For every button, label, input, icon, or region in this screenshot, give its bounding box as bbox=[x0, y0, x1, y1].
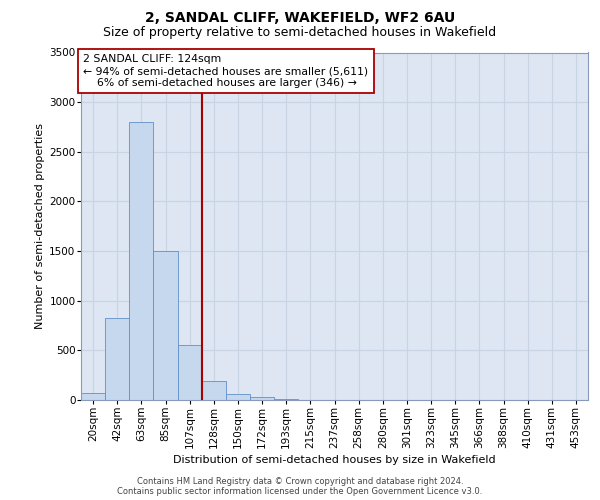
Bar bbox=[202, 381, 226, 400]
Bar bbox=[274, 398, 298, 400]
Text: 2 SANDAL CLIFF: 124sqm
← 94% of semi-detached houses are smaller (5,611)
    6% : 2 SANDAL CLIFF: 124sqm ← 94% of semi-det… bbox=[83, 54, 368, 88]
Bar bbox=[154, 251, 178, 400]
Text: Contains HM Land Registry data © Crown copyright and database right 2024.
Contai: Contains HM Land Registry data © Crown c… bbox=[118, 476, 482, 496]
Text: Size of property relative to semi-detached houses in Wakefield: Size of property relative to semi-detach… bbox=[103, 26, 497, 39]
Bar bbox=[105, 318, 129, 400]
Y-axis label: Number of semi-detached properties: Number of semi-detached properties bbox=[35, 123, 45, 329]
Bar bbox=[81, 392, 105, 400]
Bar bbox=[226, 394, 250, 400]
Text: 2, SANDAL CLIFF, WAKEFIELD, WF2 6AU: 2, SANDAL CLIFF, WAKEFIELD, WF2 6AU bbox=[145, 11, 455, 25]
Bar bbox=[178, 346, 202, 400]
Bar bbox=[250, 397, 274, 400]
X-axis label: Distribution of semi-detached houses by size in Wakefield: Distribution of semi-detached houses by … bbox=[173, 454, 496, 464]
Bar bbox=[129, 122, 154, 400]
